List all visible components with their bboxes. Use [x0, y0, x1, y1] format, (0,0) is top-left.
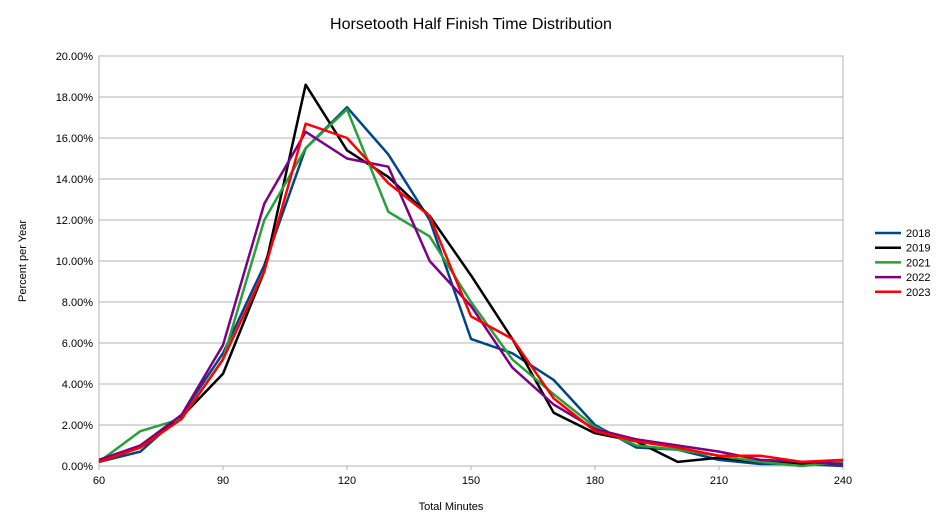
y-tick-label: 18.00%: [56, 92, 94, 104]
x-tick-label: 90: [217, 475, 229, 487]
x-tick-label: 210: [710, 475, 728, 487]
legend-label: 2019: [906, 243, 930, 255]
y-tick-label: 6.00%: [62, 338, 93, 350]
y-tick-label: 12.00%: [56, 215, 94, 227]
x-tick-label: 120: [338, 475, 356, 487]
chart-title: Horsetooth Half Finish Time Distribution: [330, 16, 612, 33]
x-tick-label: 180: [586, 475, 604, 487]
series-line-2023: [98, 122, 844, 464]
y-tick-label: 16.00%: [56, 133, 94, 145]
legend: 2018 2019 2021 2022 2023: [875, 228, 930, 299]
legend-label: 2022: [906, 272, 930, 284]
y-tick-label: 14.00%: [56, 174, 94, 186]
series-line-2018: [98, 106, 844, 468]
y-axis-ticks: 0.00% 2.00% 4.00% 6.00% 8.00% 10.00% 12.00% 14.…: [56, 51, 94, 473]
y-axis-label: Percent per Year: [17, 220, 29, 302]
series-line-2022: [98, 130, 844, 466]
y-tick-label: 4.00%: [62, 379, 93, 391]
legend-label: 2018: [906, 228, 930, 240]
series-line-2021: [98, 108, 844, 468]
x-tick-label: 240: [834, 475, 852, 487]
y-tick-label: 8.00%: [62, 297, 93, 309]
legend-label: 2021: [906, 257, 930, 269]
y-tick-label: 10.00%: [56, 256, 94, 268]
y-tick-label: 0.00%: [62, 461, 93, 473]
x-tick-label: 150: [462, 475, 480, 487]
x-axis-ticks: 60 90 120 150 180 210 240: [93, 466, 852, 487]
legend-label: 2023: [906, 287, 930, 299]
series-lines: [98, 83, 844, 468]
x-axis-label: Total Minutes: [419, 501, 484, 513]
series-line-2019: [98, 83, 844, 466]
y-tick-label: 20.00%: [56, 51, 94, 63]
x-tick-label: 60: [93, 475, 105, 487]
y-tick-label: 2.00%: [62, 420, 93, 432]
